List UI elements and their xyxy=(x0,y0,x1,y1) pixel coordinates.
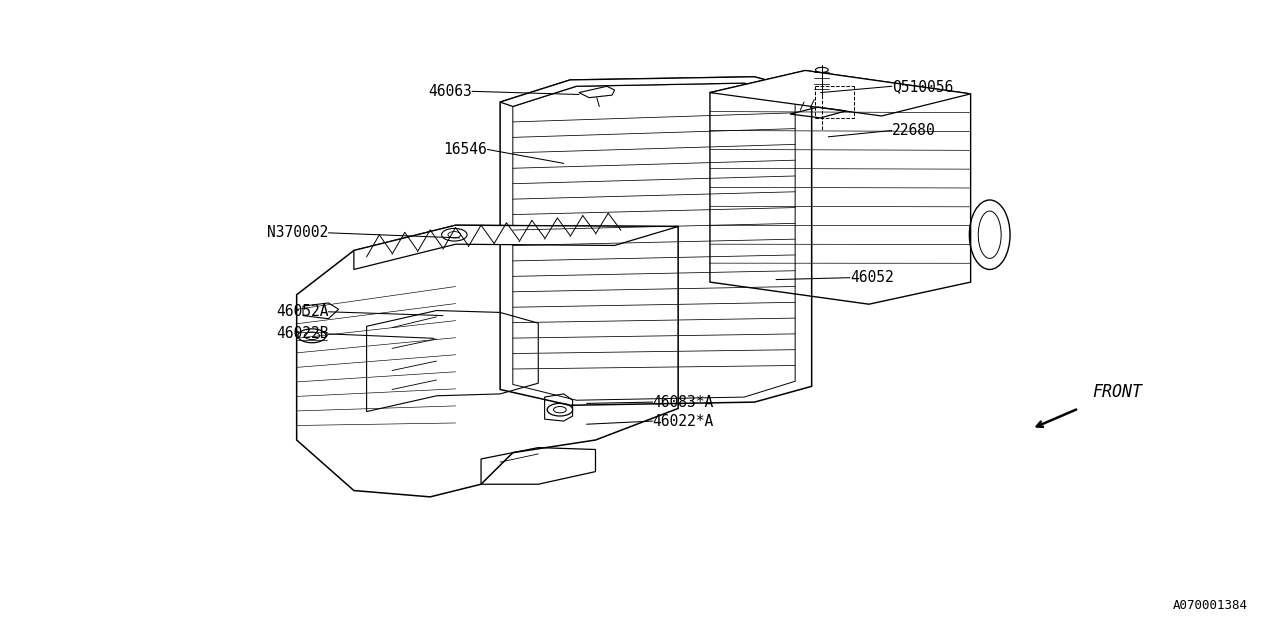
Text: 46052: 46052 xyxy=(850,270,893,285)
Text: 46052A: 46052A xyxy=(276,304,329,319)
Text: 46063: 46063 xyxy=(429,84,472,99)
Polygon shape xyxy=(710,70,970,116)
Text: 46022B: 46022B xyxy=(276,326,329,341)
Text: A070001384: A070001384 xyxy=(1172,599,1248,612)
Text: FRONT: FRONT xyxy=(1093,383,1143,401)
Text: Q510056: Q510056 xyxy=(892,79,954,94)
Polygon shape xyxy=(500,77,812,106)
Text: N370002: N370002 xyxy=(268,225,329,241)
Text: 16546: 16546 xyxy=(444,142,488,157)
Text: 22680: 22680 xyxy=(892,123,936,138)
Text: 46022*A: 46022*A xyxy=(653,413,714,429)
Text: 46083*A: 46083*A xyxy=(653,395,714,410)
Polygon shape xyxy=(353,225,678,269)
